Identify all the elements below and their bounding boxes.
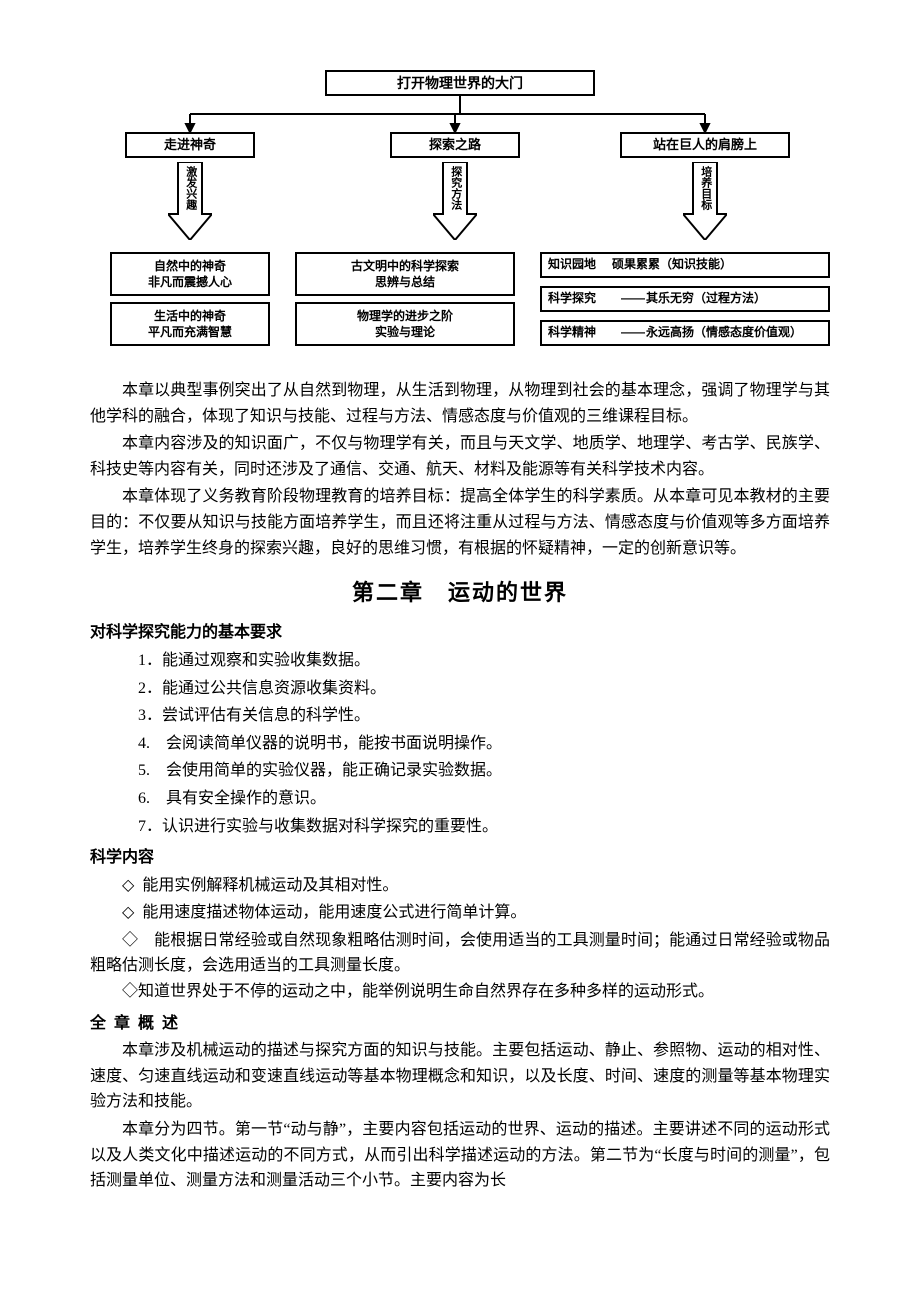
text: 其乐无穷（过程方法） <box>646 289 822 308</box>
fc-right-row-3: 科学精神 —— 永远高扬（情感态度价值观） <box>540 320 830 346</box>
overview-para-2: 本章分为四节。第一节“动与静”，主要内容包括运动的世界、运动的描述。主要讲述不同… <box>90 1117 830 1194</box>
text: 能用实例解释机械运动及其相对性。 <box>142 877 398 894</box>
fc-title: 打开物理世界的大门 <box>325 70 595 96</box>
text: 自然中的神奇 <box>112 258 268 274</box>
fc-leaf-left-2: 生活中的神奇 平凡而充满智慧 <box>110 302 270 346</box>
req-item-3: 3．尝试评估有关信息的科学性。 <box>90 703 830 729</box>
fc-leaf-mid-1: 古文明中的科学探索 思辨与总结 <box>295 252 515 296</box>
text: 平凡而充满智慧 <box>112 324 268 340</box>
fc-pillar-right-label: 培养目标 <box>696 166 714 210</box>
overview-para-1: 本章涉及机械运动的描述与探究方面的知识与技能。主要包括运动、静止、参照物、运动的… <box>90 1038 830 1115</box>
text: 思辨与总结 <box>297 274 513 290</box>
chapter-title: 第二章 运动的世界 <box>90 575 830 610</box>
fc-node-middle: 探索之路 <box>390 132 520 158</box>
fc-pillar-left-label: 激发兴趣 <box>181 166 199 210</box>
fc-node-right: 站在巨人的肩膀上 <box>620 132 790 158</box>
fc-pillar-middle-label: 探究方法 <box>446 166 464 210</box>
req-item-4: 4. 会阅读简单仪器的说明书，能按书面说明操作。 <box>90 731 830 757</box>
fc-right-row-2: 科学探究 —— 其乐无穷（过程方法） <box>540 286 830 312</box>
fc-pillar-middle: 探究方法 <box>433 162 477 240</box>
label: 知识园地 <box>548 255 612 274</box>
text: 物理学的进步之阶 <box>297 308 513 324</box>
text: 古文明中的科学探索 <box>297 258 513 274</box>
sci-item-3: ◇ 能根据日常经验或自然现象粗略估测时间，会使用适当的工具测量时间；能通过日常经… <box>90 928 830 979</box>
dash: —— <box>620 289 646 308</box>
text: 永远高扬（情感态度价值观） <box>646 323 822 342</box>
fc-pillar-left: 激发兴趣 <box>168 162 212 240</box>
diamond-icon: ◇ <box>122 904 134 921</box>
heading-science-content: 科学内容 <box>90 845 830 871</box>
intro-para-2: 本章内容涉及的知识面广，不仅与物理学有关，而且与天文学、地质学、地理学、考古学、… <box>90 431 830 482</box>
sci-item-1: ◇ 能用实例解释机械运动及其相对性。 <box>90 873 830 899</box>
req-item-2: 2．能通过公共信息资源收集资料。 <box>90 676 830 702</box>
heading-requirements: 对科学探究能力的基本要求 <box>90 620 830 646</box>
intro-para-3: 本章体现了义务教育阶段物理教育的培养目标：提高全体学生的科学素质。从本章可见本教… <box>90 484 830 561</box>
text: 硕果累累（知识技能） <box>612 255 822 274</box>
text: 非凡而震撼人心 <box>112 274 268 290</box>
heading-overview: 全章概述 <box>90 1011 830 1037</box>
req-item-1: 1．能通过观察和实验收集数据。 <box>90 648 830 674</box>
dash: —— <box>620 323 646 342</box>
fc-pillar-right: 培养目标 <box>683 162 727 240</box>
sci-item-2: ◇ 能用速度描述物体运动，能用速度公式进行简单计算。 <box>90 900 830 926</box>
flowchart: 打开物理世界的大门 走进神奇 探索之路 站在巨人的肩膀上 激发兴趣 探究方法 培… <box>90 70 830 360</box>
text: 生活中的神奇 <box>112 308 268 324</box>
fc-node-left: 走进神奇 <box>125 132 255 158</box>
text: 实验与理论 <box>297 324 513 340</box>
fc-leaf-left-1: 自然中的神奇 非凡而震撼人心 <box>110 252 270 296</box>
label: 科学精神 <box>548 323 620 342</box>
req-item-6: 6. 具有安全操作的意识。 <box>90 786 830 812</box>
req-item-5: 5. 会使用简单的实验仪器，能正确记录实验数据。 <box>90 758 830 784</box>
label: 科学探究 <box>548 289 620 308</box>
sci-item-4: ◇知道世界处于不停的运动之中，能举例说明生命自然界存在多种多样的运动形式。 <box>90 979 830 1005</box>
fc-right-row-1: 知识园地 硕果累累（知识技能） <box>540 252 830 278</box>
intro-para-1: 本章以典型事例突出了从自然到物理，从生活到物理，从物理到社会的基本理念，强调了物… <box>90 378 830 429</box>
text: 能用速度描述物体运动，能用速度公式进行简单计算。 <box>142 904 526 921</box>
diamond-icon: ◇ <box>122 877 134 894</box>
fc-leaf-mid-2: 物理学的进步之阶 实验与理论 <box>295 302 515 346</box>
req-item-7: 7．认识进行实验与收集数据对科学探究的重要性。 <box>90 814 830 840</box>
